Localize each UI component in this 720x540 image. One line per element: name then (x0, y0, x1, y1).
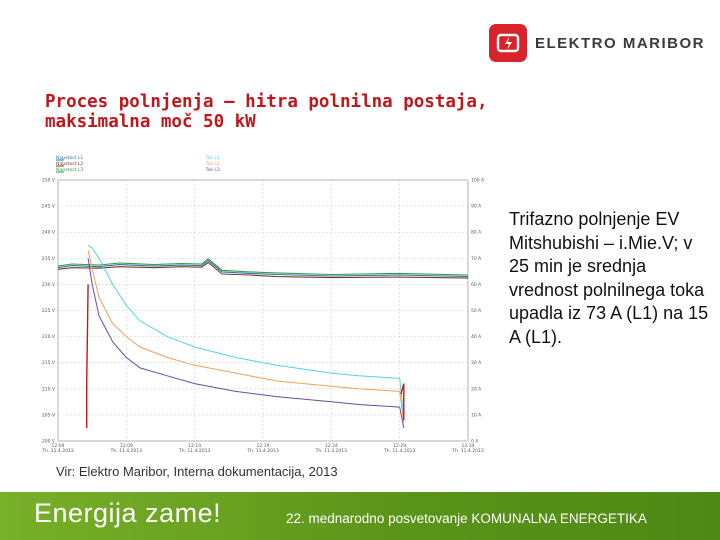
legend-entry: Tok L2 (205, 161, 220, 167)
footer-slogan: Energija zame! (34, 498, 222, 528)
slide-title-line: Proces polnjenja – hitra polnilna postaj… (45, 92, 488, 112)
x-tick-label-date: Th. 11.4.2013 (246, 448, 279, 454)
x-tick-label-date: Th. 11.4.2013 (451, 448, 484, 454)
x-tick-label-date: Th. 11.4.2013 (178, 448, 211, 454)
x-tick-label-time: 12:24 (325, 443, 338, 449)
voltage-series-line (57, 261, 469, 279)
chart-grid (57, 179, 469, 442)
y-tick-label-left: 220 V (42, 334, 56, 340)
voltage-series-line (57, 259, 469, 278)
legend-entry: Napetost L3 (56, 167, 83, 173)
logo-mark-icon (489, 24, 527, 62)
legend-entry: Tok L1 (205, 155, 220, 161)
y-tick-label-left: 215 V (42, 360, 56, 366)
y-tick-label-right: 0 A (471, 439, 479, 445)
slide-title: Proces polnjenja – hitra polnilna postaj… (45, 92, 488, 132)
y-tick-label-left: 245 V (42, 204, 56, 210)
footer-conference: 22. mednarodno posvetovanje KOMUNALNA EN… (286, 511, 647, 526)
y-tick-label-right: 100 A (471, 178, 485, 184)
slide-title-line: maksimalna moč 50 kW (45, 112, 256, 132)
y-tick-label-right: 90 A (471, 204, 482, 210)
y-tick-label-right: 60 A (471, 282, 482, 288)
brand-logo: ELEKTRO MARIBOR (489, 24, 705, 62)
y-tick-label-left: 225 V (42, 308, 56, 314)
y-tick-label-left: 230 V (42, 282, 56, 288)
y-tick-label-left: 250 V (42, 178, 56, 184)
chart-series (57, 244, 469, 428)
x-tick-label-date: Th. 11.4.2013 (41, 448, 74, 454)
step-marker-line (86, 284, 89, 428)
chart-axes: 250 V 100 A 245 V 90 A 240 V 80 A 235 V 70 A 230… (41, 178, 485, 455)
y-tick-label-left: 235 V (42, 256, 56, 262)
x-tick-label-time: 12:14 (188, 443, 201, 449)
legend-entry: Tok L3 (205, 167, 220, 173)
y-tick-label-right: 30 A (471, 360, 482, 366)
y-tick-label-right: 80 A (471, 230, 482, 236)
y-tick-label-left: 210 V (42, 386, 56, 392)
footer-bar: Energija zame! 22. mednarodno posvetovan… (0, 492, 720, 540)
y-tick-label-left: 240 V (42, 230, 56, 236)
x-tick-label-time: 12:34 (462, 443, 475, 449)
y-tick-label-right: 40 A (471, 334, 482, 340)
y-tick-label-left: 200 V (42, 439, 56, 445)
charging-chart: 250 V 100 A 245 V 90 A 240 V 80 A 235 V 70 A 230… (28, 152, 498, 458)
caption-text: Trifazno polnjenje EV Mitshubishi – i.Mi… (509, 209, 709, 347)
y-tick-label-right: 50 A (471, 308, 482, 314)
legend-entry: Napetost L1 (56, 155, 83, 161)
x-tick-label-time: 12:09 (120, 443, 133, 449)
brand-name: ELEKTRO MARIBOR (535, 34, 705, 52)
current-series-line (87, 244, 405, 418)
step-marker-line (400, 383, 405, 421)
x-tick-label-time: 12:29 (393, 443, 406, 449)
x-tick-label-time: 12:04 (52, 443, 65, 449)
current-series-line (87, 258, 405, 428)
y-tick-label-right: 20 A (471, 386, 482, 392)
legend-entry: Napetost L2 (56, 161, 83, 167)
x-tick-label-date: Th. 11.4.2013 (383, 448, 416, 454)
current-series-line (87, 250, 405, 423)
y-tick-label-left: 205 V (42, 412, 56, 418)
y-tick-label-right: 70 A (471, 256, 482, 262)
source-note: Vir: Elektro Maribor, Interna dokumentac… (56, 464, 338, 479)
x-tick-label-date: Th. 11.4.2013 (315, 448, 348, 454)
x-tick-label-time: 12:19 (257, 443, 270, 449)
x-tick-label-date: Th. 11.4.2013 (110, 448, 143, 454)
y-tick-label-right: 10 A (471, 412, 482, 418)
